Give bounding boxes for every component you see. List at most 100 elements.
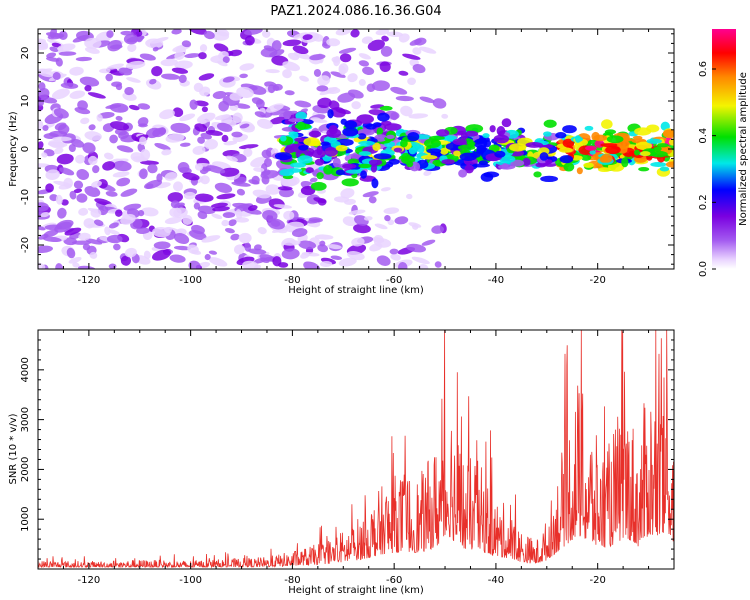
heatmap-cell	[358, 163, 372, 169]
heatmap-cell	[398, 33, 410, 43]
heatmap-cell	[59, 167, 75, 176]
heatmap-cell	[205, 130, 223, 136]
heatmap-cell	[314, 158, 325, 166]
heatmap-cell	[313, 68, 322, 77]
heatmap-cell	[179, 167, 192, 174]
heatmap-cell	[525, 141, 544, 148]
heatmap-cell	[375, 29, 390, 36]
heatmap-cell	[265, 184, 281, 195]
colorbar-tick-label: 0.4	[698, 128, 709, 144]
heatmap-cell	[333, 56, 341, 67]
heatmap-cell	[540, 175, 559, 183]
heatmap-cell	[189, 99, 198, 110]
snr-series-line	[38, 330, 674, 569]
heatmap-cell	[244, 29, 263, 36]
heatmap-cell	[69, 190, 77, 200]
heatmap-cell	[386, 134, 395, 140]
heatmap-cell	[174, 60, 193, 70]
heatmap-cell	[332, 157, 341, 168]
heatmap-cell	[555, 131, 567, 139]
heatmap-cell	[379, 61, 391, 73]
heatmap-cell	[73, 180, 84, 190]
y-tick-label: -20	[20, 237, 31, 253]
heatmap-cell	[57, 207, 67, 219]
heatmap-cell	[369, 243, 383, 252]
heatmap-cell	[222, 56, 230, 64]
heatmap-cell	[164, 172, 178, 181]
heatmap-cell	[228, 49, 243, 57]
x-tick-label: -60	[386, 575, 402, 586]
heatmap-cell	[57, 43, 76, 52]
heatmap-cell	[380, 187, 391, 192]
heatmap-cell	[283, 110, 292, 120]
bottom-x-axis: -120 -100 -80 -60 -40 -20	[37, 330, 675, 586]
heatmap-cell	[136, 227, 150, 234]
heatmap-cell	[393, 147, 403, 153]
heatmap-cell	[317, 244, 329, 253]
heatmap-cell	[650, 150, 668, 158]
x-tick-label: -80	[284, 275, 300, 286]
heatmap-cell	[115, 115, 123, 121]
heatmap-cell	[153, 241, 171, 250]
heatmap-cell	[423, 170, 432, 176]
heatmap-cell	[309, 177, 318, 183]
heatmap-cell	[201, 235, 221, 243]
x-tick-label: -100	[179, 575, 202, 586]
heatmap-cell	[82, 243, 91, 251]
heatmap-cell	[441, 159, 455, 165]
heatmap-cell	[106, 234, 123, 244]
heatmap-cell	[78, 207, 89, 216]
heatmap-cell	[446, 137, 455, 142]
heatmap-cell	[308, 130, 322, 138]
heatmap-cell	[621, 135, 631, 143]
heatmap-cell	[225, 155, 238, 162]
heatmap-cell	[204, 253, 211, 261]
heatmap-cell	[245, 35, 255, 46]
heatmap-cell	[198, 52, 207, 60]
heatmap-cell	[108, 222, 119, 229]
heatmap-cell	[217, 60, 228, 67]
heatmap-cell	[191, 224, 205, 235]
heatmap-cell	[208, 257, 228, 267]
heatmap-cell	[288, 118, 304, 123]
heatmap-cell	[372, 122, 382, 128]
heatmap-cell	[145, 38, 164, 49]
heatmap-cell	[305, 167, 314, 174]
heatmap-cell	[386, 31, 404, 38]
heatmap-cell	[417, 144, 425, 154]
x-tick-label: -60	[386, 275, 402, 286]
heatmap-cell	[64, 227, 82, 236]
top-x-axis: -120 -100 -80 -60 -40 -20	[37, 29, 675, 286]
heatmap-cell	[182, 214, 193, 226]
heatmap-cell	[464, 130, 479, 137]
heatmap-cell	[406, 243, 427, 253]
heatmap-cell	[231, 181, 251, 187]
heatmap-cell	[316, 145, 323, 156]
heatmap-cell	[300, 252, 310, 259]
heatmap-cell	[120, 213, 136, 225]
heatmap-cell	[280, 135, 287, 142]
heatmap-cell	[84, 131, 102, 141]
heatmap-cell	[387, 219, 395, 226]
heatmap-cell	[152, 46, 159, 52]
heatmap-cell	[167, 192, 183, 203]
heatmap-cell	[358, 79, 366, 86]
heatmap-cell	[208, 250, 218, 255]
heatmap-cell	[326, 128, 342, 139]
heatmap-cell	[261, 175, 270, 185]
heatmap-cell	[193, 202, 201, 210]
heatmap-cell	[407, 77, 416, 86]
heatmap-cell	[253, 167, 265, 172]
heatmap-cell	[327, 244, 342, 250]
heatmap-cell	[139, 168, 148, 180]
bottom-y-axis-label: SNR (10 * v/v)	[8, 413, 19, 484]
heatmap-cell	[262, 210, 278, 222]
heatmap-cell	[98, 68, 111, 74]
y-tick-label: -10	[20, 189, 31, 205]
heatmap-cell	[104, 226, 111, 236]
heatmap-cell	[622, 139, 629, 150]
heatmap-cell	[139, 136, 147, 146]
heatmap-cell	[390, 86, 408, 95]
heatmap-cell	[584, 125, 594, 131]
heatmap-cell	[395, 95, 414, 102]
